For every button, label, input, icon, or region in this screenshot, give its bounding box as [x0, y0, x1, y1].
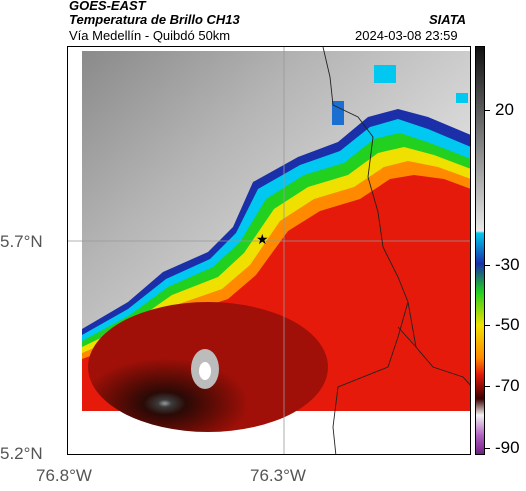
- region-label: Vía Medellín - Quibdó 50km: [69, 28, 231, 43]
- star-icon: ★: [256, 231, 269, 247]
- colorbar-label-20: 20: [495, 100, 514, 119]
- colorbar-tick: [485, 448, 490, 449]
- lat-label-5-7: 5.7°N: [0, 232, 43, 251]
- colorbar-tick: [485, 325, 490, 326]
- colorbar-tick: [485, 110, 490, 111]
- colorbar-label-minus70: -70: [495, 376, 520, 395]
- colorbar-tick: [485, 265, 490, 266]
- colorbar-label-minus30: -30: [495, 255, 520, 274]
- satellite-name: GOES-EAST: [69, 0, 146, 13]
- lon-label-76-8: 76.8°W: [36, 466, 92, 485]
- colorbar: [475, 46, 485, 455]
- map-imagery: [68, 47, 470, 454]
- colorbar-tick: [485, 386, 490, 387]
- product-title: Temperatura de Brillo CH13: [69, 12, 240, 27]
- lat-label-5-2: 5.2°N: [0, 444, 43, 463]
- organization-label: SIATA: [429, 12, 467, 27]
- colorbar-label-minus90: -90: [495, 438, 520, 457]
- datetime-label: 2024-03-08 23:59: [355, 28, 458, 43]
- lon-label-76-3: 76.3°W: [250, 466, 306, 485]
- satellite-map: ★: [67, 46, 471, 455]
- colorbar-label-minus50: -50: [495, 315, 520, 334]
